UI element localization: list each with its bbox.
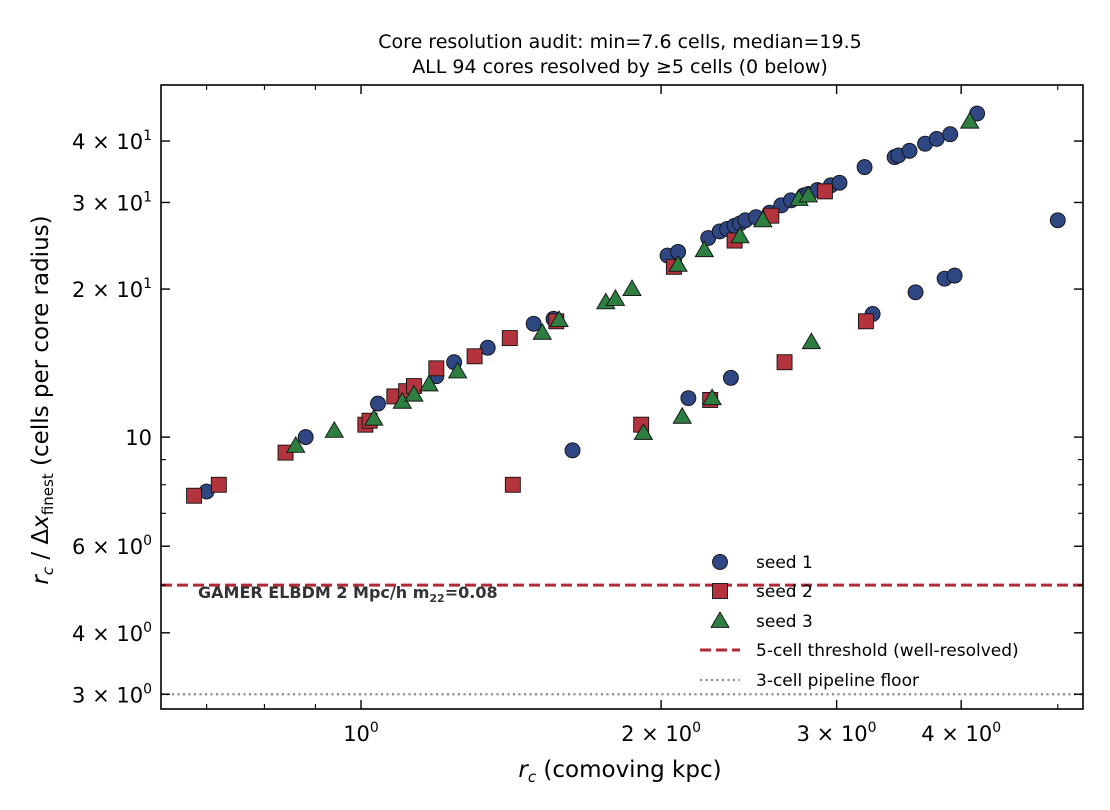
x-tick-label: 3 × 100	[797, 720, 877, 746]
circle-point	[680, 390, 697, 407]
circle-point	[479, 339, 496, 356]
plot-frame	[160, 84, 1084, 710]
triangle-point	[324, 420, 345, 438]
y-tick-label: 4 × 101	[72, 128, 152, 154]
square-point	[857, 313, 874, 330]
circle-point	[722, 369, 739, 386]
circle-point	[946, 267, 963, 284]
y-tick-label: 6 × 100	[72, 533, 152, 559]
legend-label: seed 2	[756, 582, 813, 602]
circle-point	[564, 442, 581, 459]
square-point	[186, 487, 203, 504]
triangle-point	[753, 210, 773, 228]
x-axis-label: rc (comoving kpc)	[518, 757, 721, 786]
axes: 100 2 × 100 3 × 100 4 × 100 3 × 100 4 × 100 6 …	[72, 84, 1084, 746]
y-tick-label: 10	[125, 426, 152, 450]
series-2	[186, 183, 874, 504]
reference-lines	[161, 583, 1083, 696]
legend: seed 1 seed 2 seed 3 5-cell threshold (well…	[700, 553, 1019, 691]
triangle-point	[672, 406, 693, 424]
legend-marker-1	[712, 554, 728, 570]
circle-point	[525, 315, 542, 332]
triangle-point	[633, 422, 654, 440]
square-point	[428, 360, 445, 377]
triangle-point	[285, 435, 306, 453]
triangle-point	[622, 279, 642, 297]
legend-label: 5-cell threshold (well-resolved)	[756, 641, 1019, 661]
y-tick-label: 3 × 100	[72, 681, 152, 707]
square-point	[501, 330, 518, 347]
circle-point	[370, 395, 386, 412]
y-tick-label: 4 × 100	[72, 620, 152, 646]
legend-label: seed 3	[756, 612, 813, 632]
circle-point	[297, 429, 314, 446]
triangle-point	[694, 240, 715, 258]
circle-point	[901, 142, 918, 159]
triangle-point	[668, 254, 688, 272]
x-tick-label: 2 × 100	[621, 720, 701, 746]
data-markers	[186, 105, 1066, 504]
y-tick-label: 3 × 101	[72, 189, 152, 215]
square-point	[466, 348, 483, 365]
x-tick-label: 100	[343, 720, 379, 746]
circle-point	[942, 126, 959, 143]
annotation-label: GAMER ELBDM 2 Mpc/h m22=0.08	[198, 583, 498, 605]
triangle-point	[549, 310, 569, 327]
square-point	[816, 183, 833, 200]
circle-point	[1049, 212, 1066, 229]
triangle-point	[730, 226, 750, 244]
triangle-point	[364, 408, 384, 426]
triangle-point	[798, 185, 819, 203]
y-axis-label: rc / Δxfinest (cells per core radius)	[28, 215, 57, 584]
chart-subtitle: ALL 94 cores resolved by ≥5 cells (0 bel…	[412, 56, 828, 78]
series-3	[285, 111, 980, 453]
legend-marker-3	[710, 611, 730, 628]
series-1	[198, 105, 1066, 500]
triangle-point	[419, 374, 439, 392]
square-point	[504, 476, 521, 493]
triangle-point	[702, 388, 722, 406]
triangle-point	[605, 289, 626, 306]
triangle-point	[532, 322, 553, 340]
square-point	[210, 476, 227, 493]
triangle-point	[959, 111, 980, 129]
circle-point	[907, 284, 924, 301]
circle-point	[928, 130, 945, 147]
triangle-point	[801, 332, 822, 350]
chart-title: Core resolution audit: min=7.6 cells, me…	[378, 31, 861, 53]
circle-point	[831, 174, 848, 191]
legend-label: 3-cell pipeline floor	[756, 671, 919, 691]
x-tick-label: 4 × 100	[921, 720, 1001, 746]
legend-label: seed 1	[756, 553, 813, 573]
square-point	[776, 354, 793, 371]
legend-marker-2	[712, 583, 728, 599]
triangle-point	[447, 361, 468, 379]
triangle-point	[404, 384, 424, 402]
circle-point	[856, 159, 873, 176]
y-tick-label: 2 × 101	[72, 276, 152, 302]
